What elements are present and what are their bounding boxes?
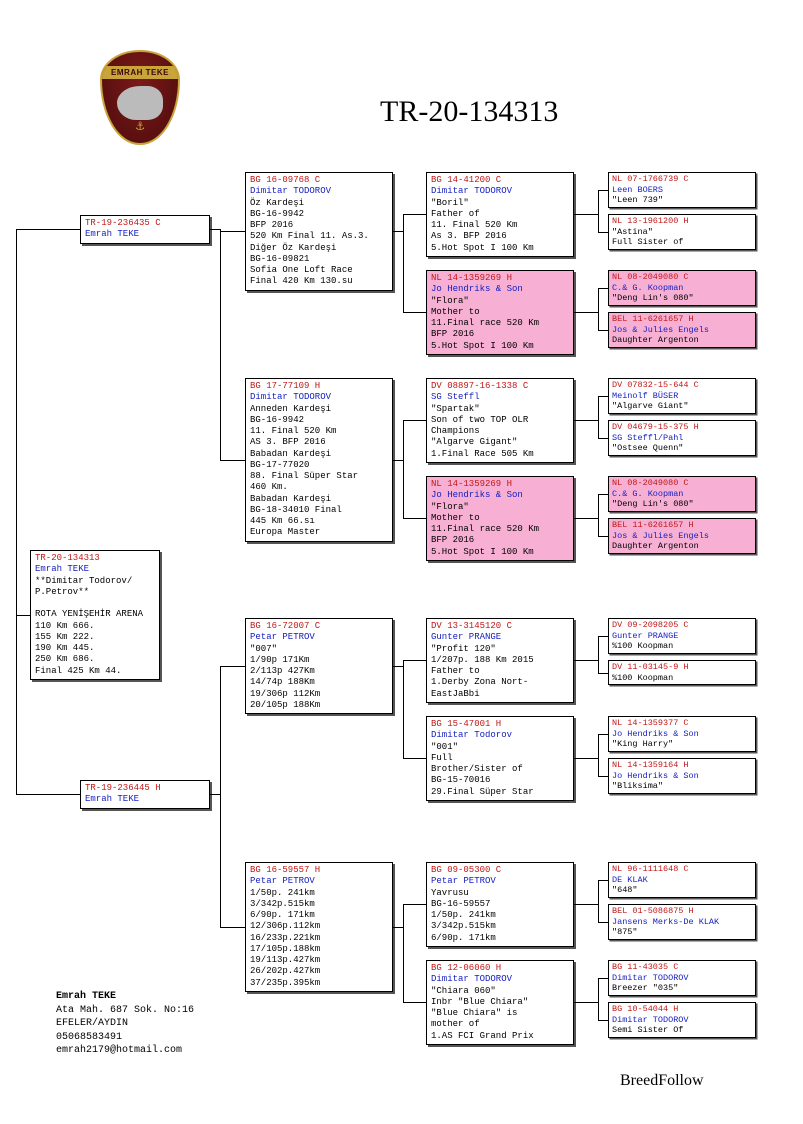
- pedigree-box: NL 13-1961200 H "Astina" Full Sister of: [608, 214, 756, 250]
- pedigree-box: NL 14-1359377 C Jo Hendriks & Son "King …: [608, 716, 756, 752]
- owner-city: EFELER/AYDIN: [56, 1018, 128, 1029]
- sire-box: TR-19-236435 C Emrah TEKE: [80, 215, 210, 244]
- pedigree-box: BG 12-06060 H Dimitar TODOROV "Chiara 06…: [426, 960, 574, 1045]
- pedigree-box: BG 09-05300 C Petar PETROV Yavrusu BG-16…: [426, 862, 574, 947]
- owner-name: Emrah TEKE: [56, 991, 116, 1002]
- pedigree-box: DV 13-3145120 C Gunter PRANGE "Profit 12…: [426, 618, 574, 703]
- dam-box: TR-19-236445 H Emrah TEKE: [80, 780, 210, 809]
- brand-logo: EMRAH TEKE⚓: [100, 50, 180, 150]
- pedigree-box: NL 14-1359164 H Jo Hendriks & Son "Bliks…: [608, 758, 756, 794]
- pedigree-box: NL 96-1111648 C DE KLAK "648": [608, 862, 756, 898]
- brand-name: BreedFollow: [620, 1072, 704, 1090]
- pedigree-box: BEL 01-5086875 H Jansens Merks-De KLAK "…: [608, 904, 756, 940]
- pedigree-box: BG 16-72007 C Petar PETROV "007" 1/90p 1…: [245, 618, 393, 714]
- pedigree-box: BG 17-77109 H Dimitar TODOROV Anneden Ka…: [245, 378, 393, 542]
- owner-email: emrah2179@hotmail.com: [56, 1045, 182, 1056]
- pedigree-box: BEL 11-6261657 H Jos & Julies Engels Dau…: [608, 312, 756, 348]
- pedigree-box: NL 14-1359269 H Jo Hendriks & Son "Flora…: [426, 270, 574, 355]
- pedigree-box: BG 15-47001 H Dimitar Todorov "001" Full…: [426, 716, 574, 801]
- pedigree-box: NL 07-1766739 C Leen BOERS "Leen 739": [608, 172, 756, 208]
- pedigree-box: DV 09-2098205 C Gunter PRANGE %100 Koopm…: [608, 618, 756, 654]
- pedigree-box: DV 11-03145-9 H %100 Koopman: [608, 660, 756, 685]
- pedigree-box: DV 08897-16-1338 C SG Steffl "Spartak" S…: [426, 378, 574, 463]
- pedigree-box: BG 16-09768 C Dimitar TODOROV Öz Kardeşi…: [245, 172, 393, 291]
- pedigree-box: BG 11-43035 C Dimitar TODOROV Breezer "0…: [608, 960, 756, 996]
- pedigree-box: NL 14-1359269 H Jo Hendriks & Son "Flora…: [426, 476, 574, 561]
- subject-box: TR-20-134313 Emrah TEKE **Dimitar Todoro…: [30, 550, 160, 680]
- pedigree-box: BEL 11-6261657 H Jos & Julies Engels Dau…: [608, 518, 756, 554]
- owner-contact: Emrah TEKE Ata Mah. 687 Sok. No:16 EFELER/…: [56, 990, 194, 1058]
- pedigree-box: BG 10-54044 H Dimitar TODOROV Semi Siste…: [608, 1002, 756, 1038]
- pedigree-box: DV 07832-15-644 C Meinolf BÜSER "Algarve…: [608, 378, 756, 414]
- pedigree-box: BG 16-59557 H Petar PETROV 1/50p. 241km …: [245, 862, 393, 992]
- pedigree-box: DV 04679-15-375 H SG Steffl/Pahl "Ostsee…: [608, 420, 756, 456]
- pedigree-box: NL 08-2049080 C C.& G. Koopman "Deng Lin…: [608, 270, 756, 306]
- pedigree-box: BG 14-41200 C Dimitar TODOROV "Boril" Fa…: [426, 172, 574, 257]
- pedigree-box: NL 08-2049080 C C.& G. Koopman "Deng Lin…: [608, 476, 756, 512]
- page-title: TR-20-134313: [380, 95, 558, 129]
- owner-addr: Ata Mah. 687 Sok. No:16: [56, 1005, 194, 1016]
- owner-phone: 05068583491: [56, 1032, 122, 1043]
